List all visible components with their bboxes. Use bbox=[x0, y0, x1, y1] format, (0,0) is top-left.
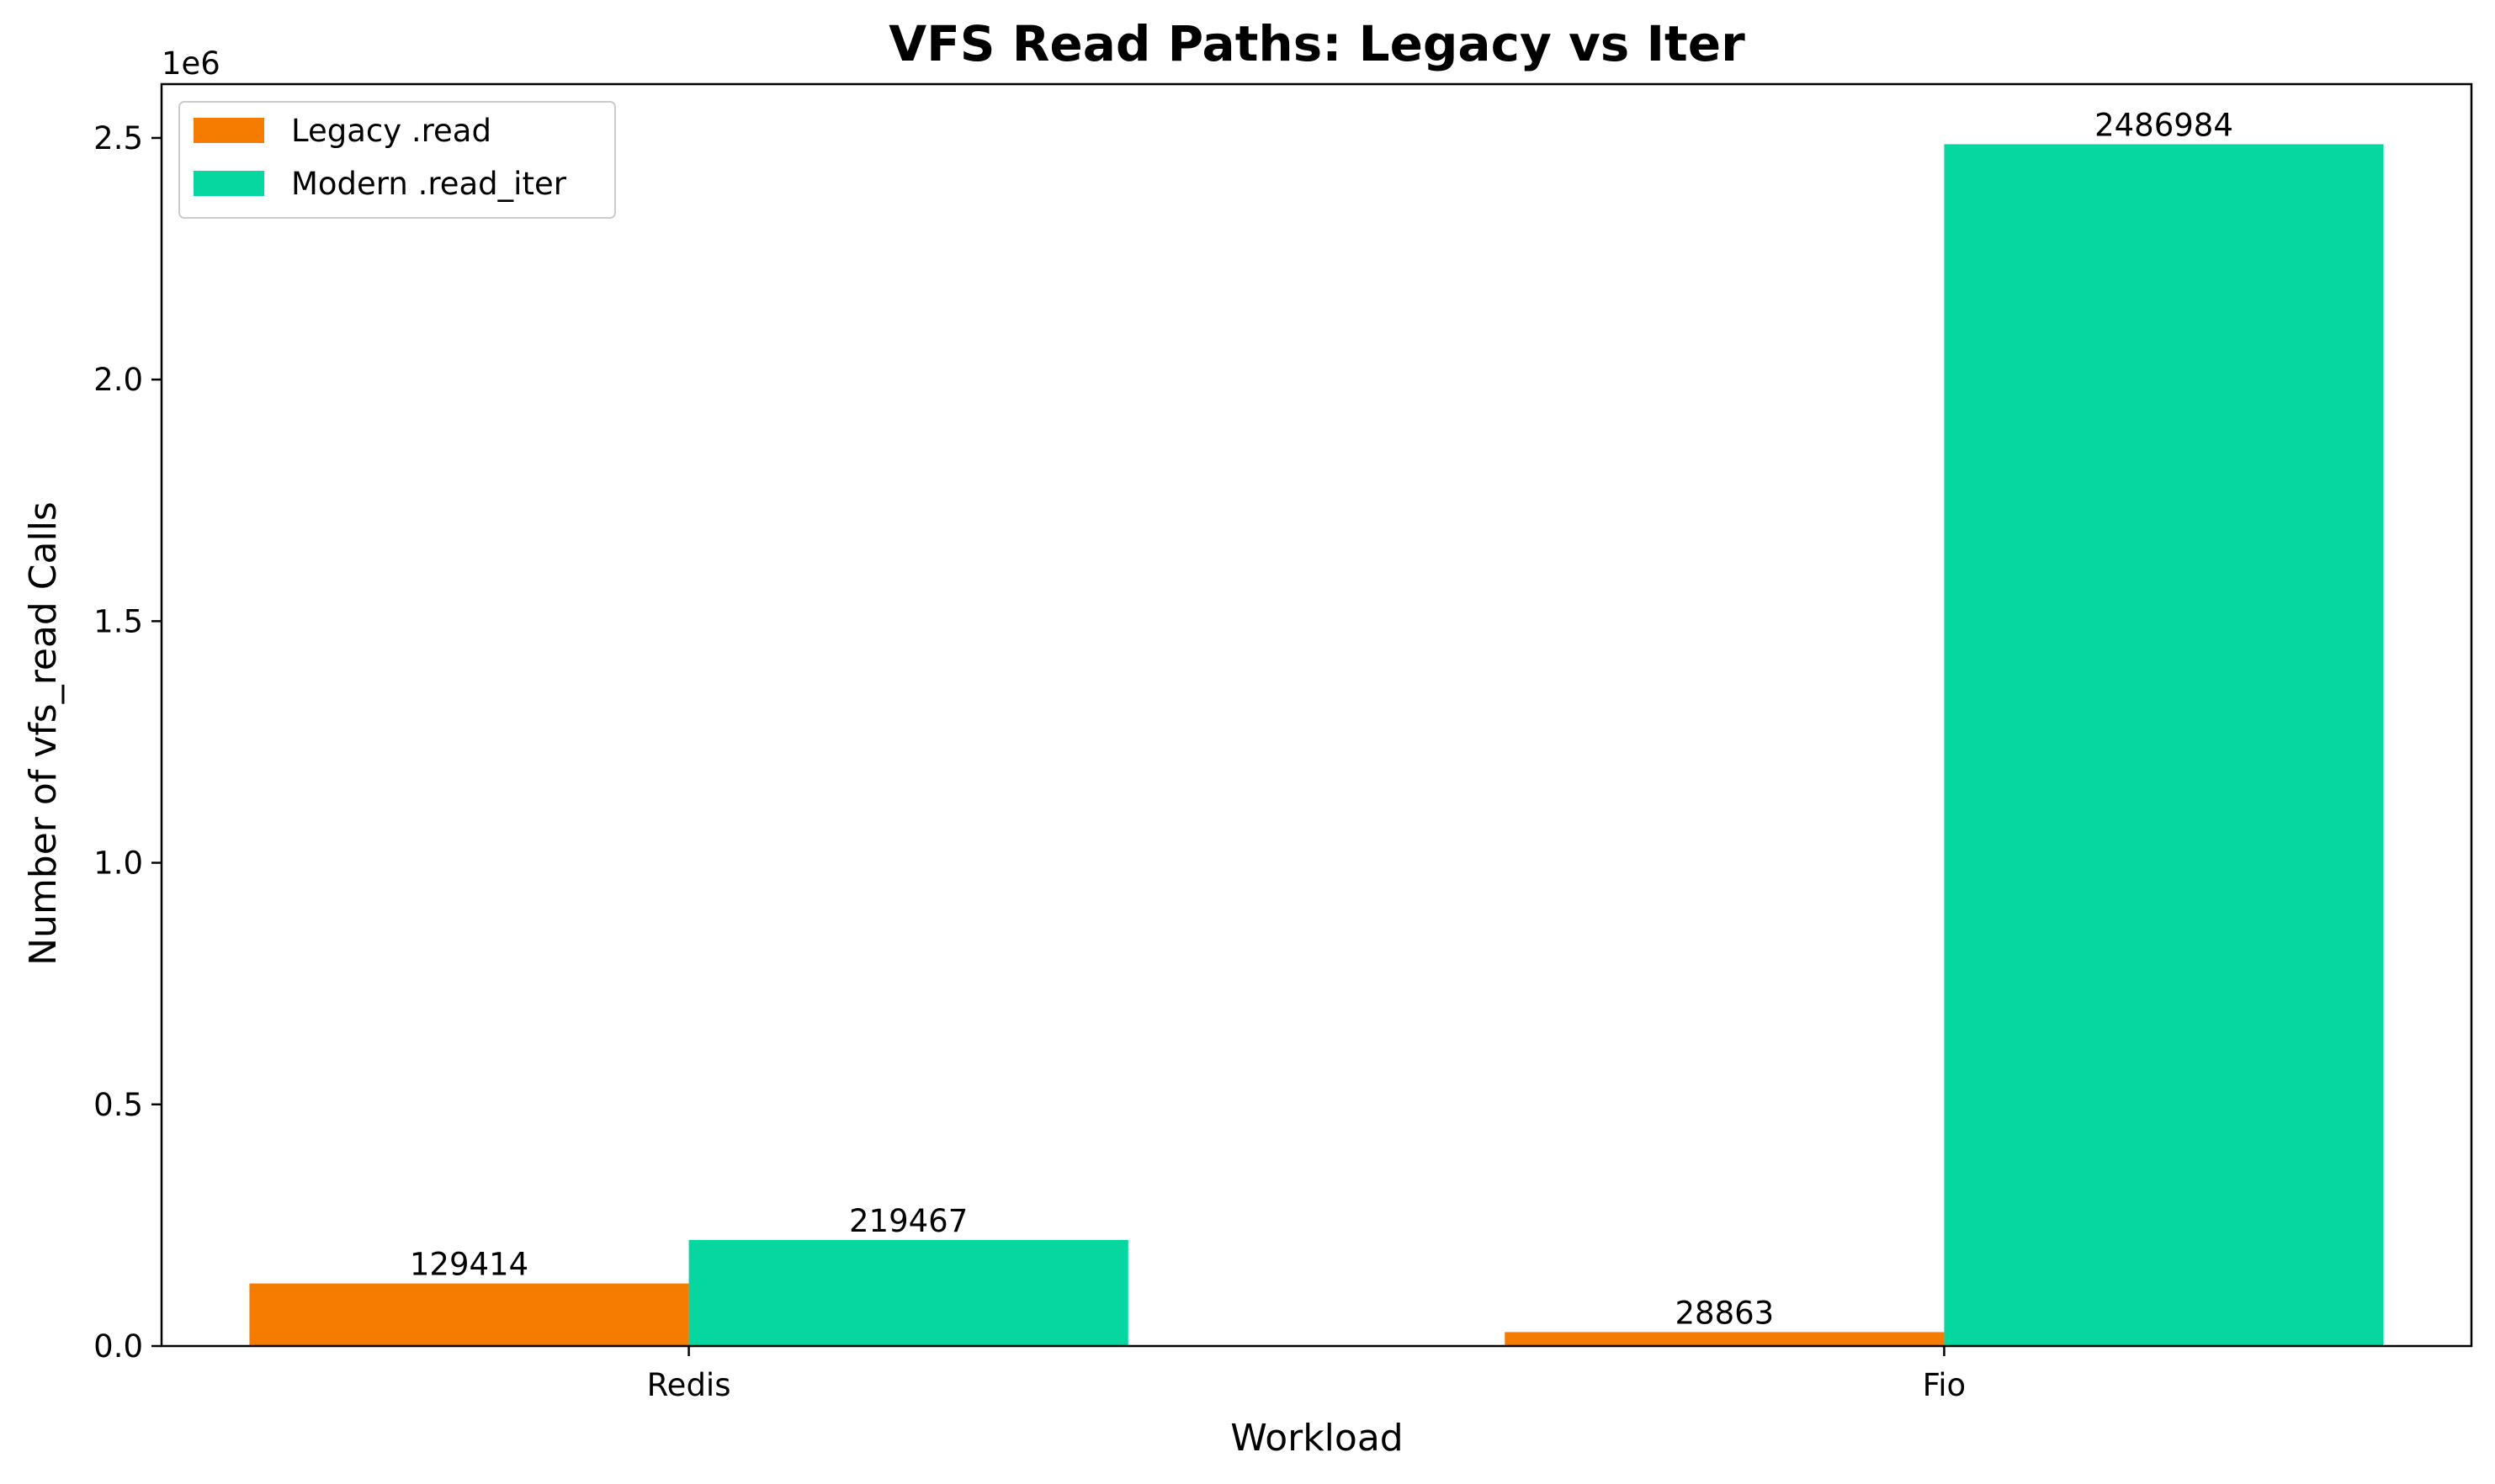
x-axis-label: Workload bbox=[1230, 1417, 1403, 1460]
y-axis-label: Number of vfs_read Calls bbox=[22, 501, 65, 966]
y-offset-label: 1e6 bbox=[162, 45, 220, 82]
y-tick-label: 2.0 bbox=[93, 362, 143, 398]
y-axis-ticks: 0.0 0.5 1.0 1.5 2.0 2.5 bbox=[93, 120, 162, 1365]
chart-title: VFS Read Paths: Legacy vs Iter bbox=[889, 15, 1745, 72]
legend-label-modern-read-iter: Modern .read_iter bbox=[291, 166, 567, 202]
y-tick-label: 1.0 bbox=[93, 845, 143, 882]
plot-frame bbox=[160, 82, 2473, 1348]
bar-fio-modern-read-iter bbox=[1944, 144, 2384, 1346]
bar-fio-legacy-read bbox=[1505, 1332, 1945, 1346]
legend-swatch-modern-read-iter bbox=[194, 171, 264, 196]
legend: Legacy .read Modern .read_iter bbox=[178, 101, 616, 219]
data-labels: 129414 28863 219467 2486984 bbox=[410, 107, 2233, 1331]
legend-box bbox=[178, 101, 616, 219]
bar-redis-modern-read-iter bbox=[688, 1239, 1128, 1346]
bars-layer bbox=[249, 144, 2384, 1346]
data-label-redis-legacy-read: 129414 bbox=[410, 1247, 528, 1283]
bar-redis-legacy-read bbox=[249, 1283, 689, 1346]
x-tick-label-redis: Redis bbox=[647, 1367, 731, 1403]
y-tick-label: 1.5 bbox=[93, 603, 143, 639]
x-tick-label-fio: Fio bbox=[1923, 1367, 1967, 1403]
data-label-fio-modern-read-iter: 2486984 bbox=[2094, 107, 2233, 143]
data-label-redis-modern-read-iter: 219467 bbox=[849, 1203, 968, 1239]
legend-label-legacy-read: Legacy .read bbox=[291, 113, 491, 149]
y-tick-label: 0.0 bbox=[93, 1328, 143, 1365]
data-label-fio-legacy-read: 28863 bbox=[1675, 1295, 1774, 1331]
x-axis-ticks: Redis Fio bbox=[647, 1346, 1967, 1403]
y-tick-label: 0.5 bbox=[93, 1087, 143, 1123]
legend-swatch-legacy-read bbox=[194, 118, 264, 143]
y-tick-label: 2.5 bbox=[93, 120, 143, 156]
